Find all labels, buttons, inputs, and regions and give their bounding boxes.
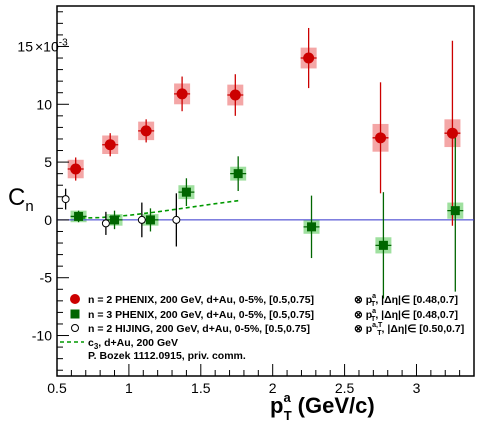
phenix_n3-point bbox=[145, 215, 155, 225]
y-exponent-base: ×10 bbox=[35, 38, 59, 54]
legend-cut-main: ⊗ p bbox=[354, 294, 372, 306]
x-axis-title-sub: T bbox=[284, 408, 292, 423]
hijing_n2-point bbox=[61, 195, 70, 204]
hijing_n2-point bbox=[137, 215, 146, 224]
phenix_n3-point bbox=[450, 206, 460, 216]
legend-marker-open-circle bbox=[71, 324, 79, 332]
phenix_n3-point bbox=[181, 187, 191, 197]
legend-text-main: P. Bozek 1112.0915, priv. comm. bbox=[88, 350, 246, 362]
legend-entry-text: n = 2 PHENIX, 200 GeV, d+Au, 0-5%, [0.5,… bbox=[88, 294, 314, 306]
legend-cut-main: ⊗ p bbox=[354, 309, 372, 321]
y-axis-title-main: C bbox=[8, 184, 25, 211]
legend-entry-cut: ⊗ pa T, |Δη|∈ [0.48,0.7] bbox=[354, 293, 458, 308]
plot-frame bbox=[56, 5, 475, 377]
x-tick-label: 2 bbox=[269, 380, 277, 396]
y-axis-title: Cn bbox=[8, 184, 34, 215]
legend-entry-cut: ⊗ pa T, |Δη|∈ [0.48,0.7] bbox=[354, 308, 458, 323]
x-tick-label: 0.5 bbox=[47, 380, 67, 396]
phenix_n2-point bbox=[229, 89, 241, 101]
phenix_n3-point bbox=[110, 215, 120, 225]
legend: n = 2 PHENIX, 200 GeV, d+Au, 0-5%, [0.5,… bbox=[60, 293, 464, 362]
legend-entry-cut: ⊗ pa,T T, |Δη|∈ [0.50,0.7] bbox=[354, 322, 464, 337]
legend-cut-tail: , |Δη|∈ [0.48,0.7] bbox=[375, 309, 458, 321]
axis-ticks bbox=[56, 11, 475, 376]
legend-cut-sub: T bbox=[377, 330, 382, 337]
phenix_n2-point bbox=[140, 125, 152, 137]
y-tick-label: 15 bbox=[17, 38, 33, 54]
x-axis-title-sup: a bbox=[283, 390, 291, 405]
legend-cut-main: ⊗ p bbox=[354, 323, 372, 335]
phenix_n2-point bbox=[446, 127, 458, 139]
legend-marker-square bbox=[70, 309, 80, 319]
x-tick-label: 1 bbox=[125, 380, 133, 396]
phenix_n3-point bbox=[307, 222, 317, 232]
legend-cut-tail: , |Δη|∈ [0.50,0.7] bbox=[382, 323, 465, 335]
legend-cut-sup: a bbox=[372, 308, 376, 315]
legend-cut-sup: a bbox=[372, 293, 376, 300]
legend-cut-sub: T bbox=[371, 301, 376, 308]
y-tick-label: 10 bbox=[36, 96, 52, 112]
legend-entry-text: n = 3 PHENIX, 200 GeV, d+Au, 0-5%, [0.5,… bbox=[88, 309, 314, 321]
x-tick-label: 1.5 bbox=[191, 380, 211, 396]
y-axis-title-sub: n bbox=[25, 198, 33, 215]
legend-text-main: n = 2 HIJING, 200 GeV, d+Au, 0-5%, [0.5,… bbox=[88, 323, 310, 335]
phenix_n2-point bbox=[375, 132, 387, 144]
data-points bbox=[61, 52, 460, 250]
phenix_n2-point bbox=[70, 163, 82, 175]
legend-cut-tail: , |Δη|∈ [0.48,0.7] bbox=[375, 294, 458, 306]
phenix_n3-point bbox=[378, 240, 388, 250]
phenix_n2-point bbox=[176, 88, 188, 100]
legend-entry-text: n = 2 HIJING, 200 GeV, d+Au, 0-5%, [0.5,… bbox=[88, 323, 310, 335]
c3-model-curve bbox=[74, 199, 242, 219]
legend-text-main: c bbox=[88, 337, 94, 349]
legend-cut-sub: T bbox=[371, 316, 376, 323]
phenix_n2-point bbox=[104, 139, 116, 151]
y-tick-label: 5 bbox=[44, 154, 52, 170]
phenix_n3-point bbox=[74, 211, 84, 221]
legend-entry-text: c3, d+Au, 200 GeV bbox=[88, 337, 178, 351]
legend-cut-sup: a,T bbox=[372, 322, 383, 329]
legend-text-main: n = 3 PHENIX, 200 GeV, d+Au, 0-5%, [0.5,… bbox=[88, 309, 314, 321]
x-tick-label: 3 bbox=[413, 380, 421, 396]
phenix_n2-point bbox=[303, 52, 315, 64]
x-axis-title: pa T (GeV/c) bbox=[270, 390, 375, 423]
y-tick-label: -10 bbox=[32, 328, 52, 344]
systematic-boxes bbox=[67, 47, 464, 254]
x-tick-label: 2.5 bbox=[335, 380, 355, 396]
legend-text-sub: 3 bbox=[94, 342, 99, 351]
legend-text-tail: , d+Au, 200 GeV bbox=[98, 337, 178, 349]
y-tick-label: -5 bbox=[40, 270, 53, 286]
x-axis-title-unit: (GeV/c) bbox=[298, 393, 375, 418]
y-tick-label: 0 bbox=[44, 212, 52, 228]
legend-entry-text: P. Bozek 1112.0915, priv. comm. bbox=[88, 350, 246, 362]
tick-labels: 0.5 1 1.5 2 2.5 3 -10 -5 0 5 10 15 bbox=[17, 38, 420, 396]
hijing_n2-point bbox=[172, 215, 181, 224]
hijing_n2-point bbox=[101, 219, 110, 228]
y-exponent-power: -3 bbox=[59, 37, 68, 48]
legend-marker-circle bbox=[70, 294, 80, 304]
y-exponent-label: ×10-3 bbox=[35, 37, 68, 54]
x-axis-title-main: p bbox=[270, 393, 283, 418]
legend-text-main: n = 2 PHENIX, 200 GeV, d+Au, 0-5%, [0.5,… bbox=[88, 294, 314, 306]
model-curve bbox=[74, 199, 242, 219]
phenix_n3-point bbox=[233, 169, 243, 179]
error-bars bbox=[64, 27, 464, 299]
